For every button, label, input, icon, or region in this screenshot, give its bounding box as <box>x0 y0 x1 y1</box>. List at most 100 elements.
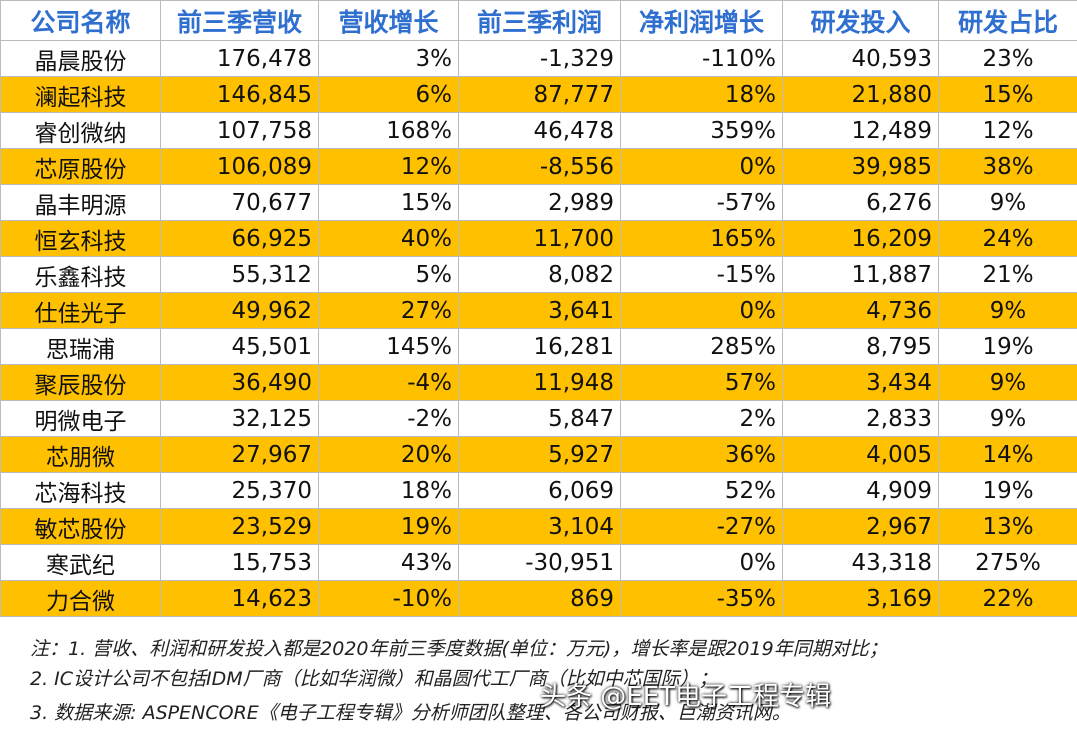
value-cell: 5% <box>318 256 459 293</box>
value-cell: 4,005 <box>782 436 939 473</box>
company-cell: 恒玄科技 <box>0 220 161 257</box>
value-cell: 23,529 <box>160 508 319 545</box>
company-cell: 聚辰股份 <box>0 364 161 401</box>
value-cell: 57% <box>620 364 783 401</box>
table-row: 晶晨股份 176,478 3% -1,329 -110% 40,593 23% <box>0 40 1077 77</box>
value-cell: 15% <box>938 76 1077 113</box>
company-cell: 明微电子 <box>0 400 161 437</box>
value-cell: 107,758 <box>160 112 319 149</box>
header-cell: 公司名称 <box>0 0 161 41</box>
table-row: 芯朋微 27,967 20% 5,927 36% 4,005 14% <box>0 436 1077 473</box>
value-cell: 9% <box>938 292 1077 329</box>
value-cell: 5,927 <box>458 436 621 473</box>
value-cell: 19% <box>938 472 1077 509</box>
value-cell: 9% <box>938 184 1077 221</box>
value-cell: 23% <box>938 40 1077 77</box>
value-cell: 8,082 <box>458 256 621 293</box>
company-cell: 力合微 <box>0 580 161 617</box>
value-cell: 145% <box>318 328 459 365</box>
table-row: 敏芯股份 23,529 19% 3,104 -27% 2,967 13% <box>0 508 1077 545</box>
table-row: 晶丰明源 70,677 15% 2,989 -57% 6,276 9% <box>0 184 1077 221</box>
header-row: 公司名称 前三季营收 营收增长 前三季利润 净利润增长 研发投入 研发占比 <box>0 0 1077 41</box>
value-cell: 14,623 <box>160 580 319 617</box>
value-cell: 12,489 <box>782 112 939 149</box>
note-line: 2. IC设计公司不包括IDM厂商（比如华润微）和晶圆代工厂商（比如中芯国际）； <box>30 668 718 690</box>
table-row: 澜起科技 146,845 6% 87,777 18% 21,880 15% <box>0 76 1077 113</box>
value-cell: 43,318 <box>782 544 939 581</box>
value-cell: 2,967 <box>782 508 939 545</box>
value-cell: 45,501 <box>160 328 319 365</box>
value-cell: -15% <box>620 256 783 293</box>
value-cell: 27,967 <box>160 436 319 473</box>
watermark: 头条 @EET电子工程专辑 <box>540 682 832 712</box>
company-cell: 乐鑫科技 <box>0 256 161 293</box>
value-cell: 49,962 <box>160 292 319 329</box>
value-cell: 16,209 <box>782 220 939 257</box>
value-cell: 12% <box>318 148 459 185</box>
value-cell: 66,925 <box>160 220 319 257</box>
value-cell: 0% <box>620 148 783 185</box>
value-cell: 9% <box>938 400 1077 437</box>
value-cell: 3,169 <box>782 580 939 617</box>
value-cell: 32,125 <box>160 400 319 437</box>
value-cell: 3,434 <box>782 364 939 401</box>
value-cell: 2% <box>620 400 783 437</box>
table-row: 聚辰股份 36,490 -4% 11,948 57% 3,434 9% <box>0 364 1077 401</box>
value-cell: 2,833 <box>782 400 939 437</box>
value-cell: 2,989 <box>458 184 621 221</box>
value-cell: -30,951 <box>458 544 621 581</box>
value-cell: 14% <box>938 436 1077 473</box>
value-cell: 12% <box>938 112 1077 149</box>
value-cell: 359% <box>620 112 783 149</box>
value-cell: 4,909 <box>782 472 939 509</box>
table-row: 睿创微纳 107,758 168% 46,478 359% 12,489 12% <box>0 112 1077 149</box>
value-cell: 36,490 <box>160 364 319 401</box>
value-cell: 40,593 <box>782 40 939 77</box>
value-cell: 168% <box>318 112 459 149</box>
table-body: 晶晨股份 176,478 3% -1,329 -110% 40,593 23% 澜起科技 146… <box>0 40 1077 617</box>
header-cell: 营收增长 <box>318 0 459 41</box>
value-cell: 3,641 <box>458 292 621 329</box>
value-cell: 3,104 <box>458 508 621 545</box>
value-cell: 55,312 <box>160 256 319 293</box>
value-cell: 11,948 <box>458 364 621 401</box>
value-cell: 285% <box>620 328 783 365</box>
note-line: 3. 数据来源: ASPENCORE《电子工程专辑》分析师团队整理、各公司财报、… <box>30 702 791 724</box>
value-cell: 4,736 <box>782 292 939 329</box>
table-row: 寒武纪 15,753 43% -30,951 0% 43,318 275% <box>0 544 1077 581</box>
value-cell: 46,478 <box>458 112 621 149</box>
value-cell: -57% <box>620 184 783 221</box>
value-cell: 25,370 <box>160 472 319 509</box>
table-row: 乐鑫科技 55,312 5% 8,082 -15% 11,887 21% <box>0 256 1077 293</box>
notes: 注：1. 营收、利润和研发投入都是2020年前三季度数据(单位：万元)，增长率是… <box>0 622 1077 730</box>
value-cell: 19% <box>938 328 1077 365</box>
company-cell: 澜起科技 <box>0 76 161 113</box>
value-cell: 19% <box>318 508 459 545</box>
value-cell: 6% <box>318 76 459 113</box>
value-cell: 0% <box>620 544 783 581</box>
value-cell: 165% <box>620 220 783 257</box>
value-cell: 22% <box>938 580 1077 617</box>
table-row: 芯原股份 106,089 12% -8,556 0% 39,985 38% <box>0 148 1077 185</box>
note-line: 注：1. 营收、利润和研发投入都是2020年前三季度数据(单位：万元)，增长率是… <box>30 638 888 660</box>
value-cell: 36% <box>620 436 783 473</box>
value-cell: 869 <box>458 580 621 617</box>
value-cell: 11,887 <box>782 256 939 293</box>
value-cell: -4% <box>318 364 459 401</box>
company-cell: 睿创微纳 <box>0 112 161 149</box>
company-cell: 芯原股份 <box>0 148 161 185</box>
value-cell: 43% <box>318 544 459 581</box>
value-cell: 13% <box>938 508 1077 545</box>
value-cell: 16,281 <box>458 328 621 365</box>
value-cell: -1,329 <box>458 40 621 77</box>
value-cell: -35% <box>620 580 783 617</box>
value-cell: 21% <box>938 256 1077 293</box>
value-cell: 18% <box>620 76 783 113</box>
value-cell: 0% <box>620 292 783 329</box>
company-cell: 芯海科技 <box>0 472 161 509</box>
value-cell: 40% <box>318 220 459 257</box>
value-cell: 15,753 <box>160 544 319 581</box>
company-cell: 晶丰明源 <box>0 184 161 221</box>
value-cell: 8,795 <box>782 328 939 365</box>
